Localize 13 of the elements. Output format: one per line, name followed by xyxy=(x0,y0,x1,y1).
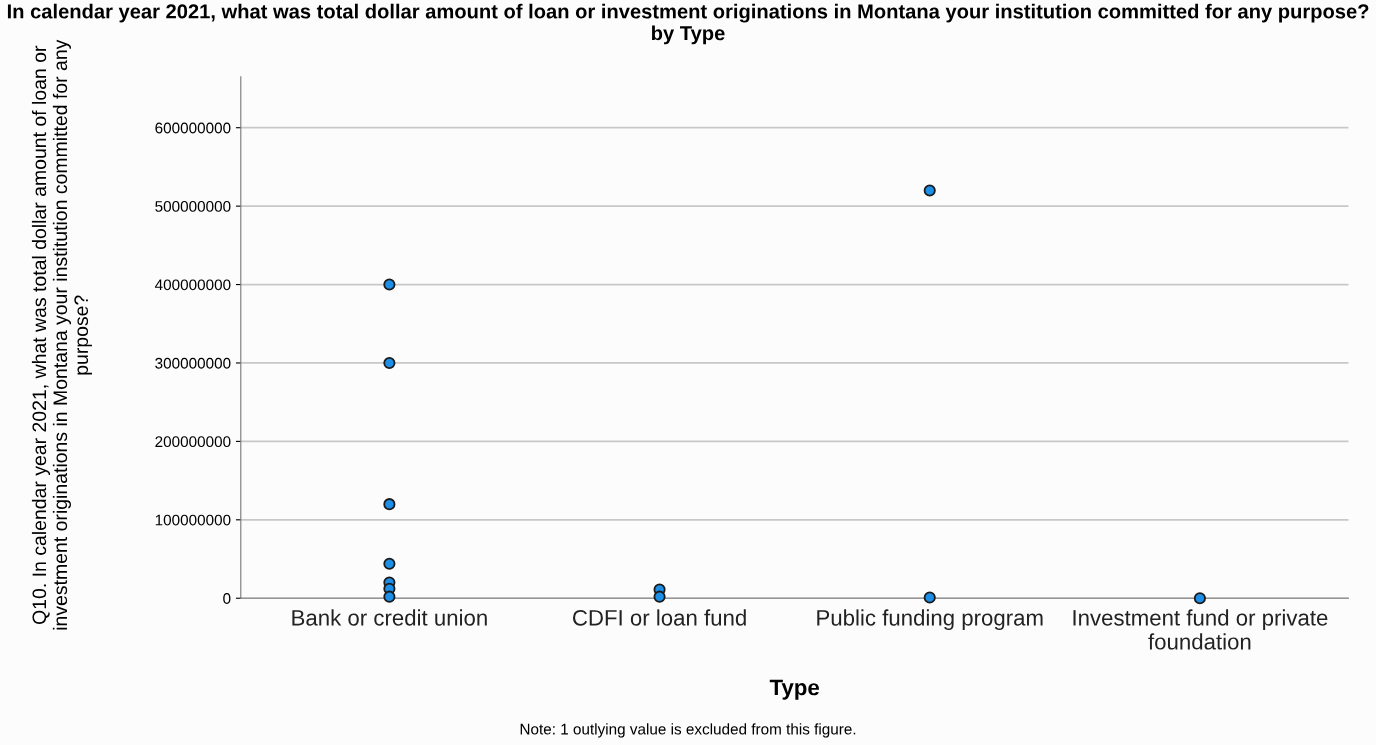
y-tick-label: 600000000 xyxy=(155,122,231,134)
y-tick-label: 100000000 xyxy=(155,514,231,526)
x-tick-label: Investment fund or private foundation xyxy=(1073,609,1328,650)
x-tick-label: Public funding program xyxy=(817,609,1043,631)
y-tick-label: 300000000 xyxy=(155,357,231,369)
y-tick-label: 0 xyxy=(223,593,231,604)
x-tick-label: CDFI or loan fund xyxy=(573,609,746,626)
x-axis-title: Type xyxy=(769,679,819,700)
text: Note: 1 outlying value is excluded from this figure. xyxy=(520,723,856,738)
y-tick-label: 500000000 xyxy=(155,201,231,212)
x-tick-label: Bank or credit union xyxy=(292,609,487,626)
y-tick-label: 400000000 xyxy=(154,279,231,291)
y-tick-label: 200000000 xyxy=(155,436,231,448)
